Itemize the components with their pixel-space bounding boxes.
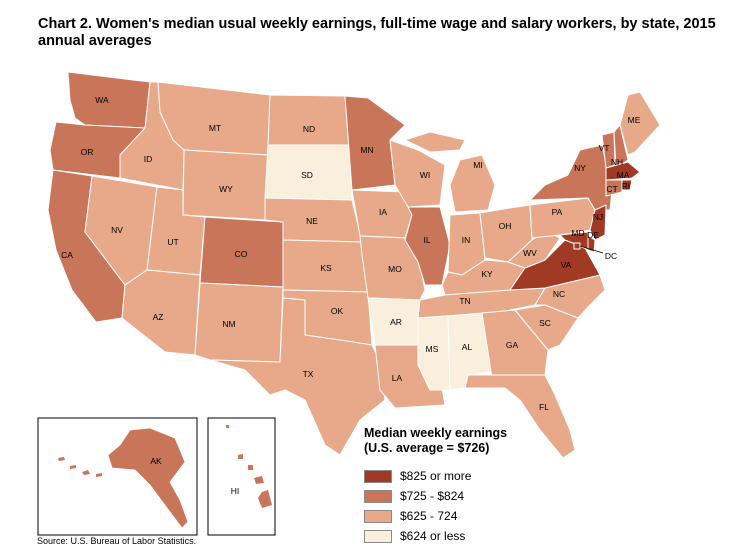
label-oh: OH bbox=[499, 221, 512, 231]
state-hi bbox=[226, 425, 272, 508]
state-wv bbox=[507, 229, 561, 269]
label-vt: VT bbox=[599, 143, 610, 153]
legend-swatch bbox=[364, 509, 392, 523]
state-il bbox=[404, 206, 451, 286]
state-ma bbox=[605, 161, 641, 181]
label-dc: DC bbox=[605, 251, 617, 261]
label-id: ID bbox=[144, 154, 153, 164]
label-hi: HI bbox=[231, 486, 240, 496]
legend-item: $625 - 724 bbox=[364, 506, 614, 526]
legend-swatch bbox=[364, 489, 392, 503]
hawaii-inset-frame bbox=[207, 417, 276, 536]
state-me bbox=[619, 91, 661, 156]
legend-label: $825 or more bbox=[400, 469, 472, 483]
legend-item: $624 or less bbox=[364, 526, 614, 546]
label-ky: KY bbox=[481, 269, 493, 279]
aleutian-islands bbox=[58, 457, 102, 477]
label-ar: AR bbox=[390, 317, 402, 327]
state-wi bbox=[389, 139, 446, 208]
label-ny: NY bbox=[574, 163, 586, 173]
state-mi-upper bbox=[404, 131, 466, 153]
label-mn: MN bbox=[360, 145, 373, 155]
state-fl bbox=[464, 374, 576, 459]
state-ct bbox=[605, 179, 623, 197]
legend-item: $825 or more bbox=[364, 466, 614, 486]
label-in: IN bbox=[462, 235, 471, 245]
label-ri: RI bbox=[622, 181, 631, 191]
label-mt: MT bbox=[209, 123, 221, 133]
label-md: MD bbox=[571, 228, 584, 238]
label-mi: MI bbox=[473, 160, 482, 170]
label-sc: SC bbox=[539, 318, 551, 328]
label-nh: NH bbox=[611, 157, 623, 167]
legend-swatch bbox=[364, 469, 392, 483]
legend-label: $725 - $824 bbox=[400, 489, 465, 503]
label-nc: NC bbox=[553, 289, 565, 299]
label-ks: KS bbox=[320, 263, 332, 273]
state-ak bbox=[107, 427, 189, 529]
state-az bbox=[121, 269, 201, 356]
state-dc bbox=[573, 242, 581, 250]
label-nd: ND bbox=[303, 124, 315, 134]
label-ct: CT bbox=[606, 184, 617, 194]
label-nm: NM bbox=[222, 319, 235, 329]
label-mo: MO bbox=[388, 264, 402, 274]
label-sd: SD bbox=[301, 170, 313, 180]
legend-item: $725 - $824 bbox=[364, 486, 614, 506]
state-wa bbox=[67, 71, 151, 129]
state-nd bbox=[267, 94, 351, 146]
label-ne: NE bbox=[306, 216, 318, 226]
label-az: AZ bbox=[153, 312, 164, 322]
label-nv: NV bbox=[111, 225, 123, 235]
label-il: IL bbox=[423, 235, 430, 245]
label-ms: MS bbox=[426, 344, 439, 354]
label-wv: WV bbox=[523, 248, 537, 258]
label-ak: AK bbox=[150, 456, 162, 466]
label-pa: PA bbox=[552, 207, 563, 217]
state-vt bbox=[601, 131, 616, 169]
label-co: CO bbox=[235, 249, 248, 259]
state-sc bbox=[514, 304, 579, 351]
legend-swatch bbox=[364, 529, 392, 543]
state-nh bbox=[613, 124, 629, 169]
source-note: Source: U.S. Bureau of Labor Statistics. bbox=[37, 536, 197, 546]
label-me: ME bbox=[628, 115, 641, 125]
label-wy: WY bbox=[219, 184, 233, 194]
chart-title: Chart 2. Women's median usual weekly ear… bbox=[38, 16, 716, 49]
label-nj: NJ bbox=[593, 212, 603, 222]
legend-label: $624 or less bbox=[400, 529, 466, 543]
dc-leader-line bbox=[579, 245, 604, 254]
state-ga bbox=[481, 309, 549, 379]
label-ia: IA bbox=[379, 207, 387, 217]
label-la: LA bbox=[392, 373, 403, 383]
state-nj bbox=[589, 204, 607, 241]
label-tn: TN bbox=[459, 296, 470, 306]
label-fl: FL bbox=[539, 402, 549, 412]
state-tx bbox=[209, 297, 386, 456]
legend-label: $625 - 724 bbox=[400, 509, 458, 523]
label-wa: WA bbox=[95, 95, 109, 105]
label-al: AL bbox=[462, 342, 473, 352]
label-or: OR bbox=[81, 147, 94, 157]
legend-subtitle: (U.S. average = $726) bbox=[364, 441, 490, 455]
map-legend: Median weekly earnings (U.S. average = $… bbox=[364, 426, 614, 546]
label-ca: CA bbox=[61, 250, 73, 260]
state-mi bbox=[449, 154, 496, 213]
label-ok: OK bbox=[331, 306, 344, 316]
label-tx: TX bbox=[303, 369, 314, 379]
alaska-inset-frame bbox=[37, 417, 198, 536]
legend-title: Median weekly earnings bbox=[364, 426, 508, 440]
label-ma: MA bbox=[617, 170, 630, 180]
state-nm bbox=[194, 282, 284, 363]
label-ut: UT bbox=[167, 237, 178, 247]
label-wi: WI bbox=[420, 170, 430, 180]
label-va: VA bbox=[561, 260, 572, 270]
label-ga: GA bbox=[506, 340, 519, 350]
label-de: DE bbox=[587, 230, 599, 240]
state-md bbox=[559, 231, 589, 251]
